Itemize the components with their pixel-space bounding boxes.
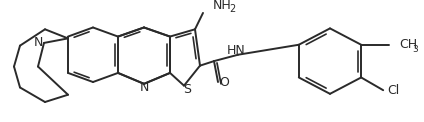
Text: NH: NH [213, 0, 232, 12]
Text: S: S [183, 83, 191, 96]
Text: O: O [219, 76, 229, 88]
Text: N: N [33, 36, 43, 49]
Text: N: N [139, 81, 149, 94]
Text: 3: 3 [412, 45, 418, 54]
Text: CH: CH [399, 38, 417, 51]
Text: HN: HN [226, 44, 245, 57]
Text: Cl: Cl [387, 84, 399, 97]
Text: 2: 2 [229, 4, 235, 14]
